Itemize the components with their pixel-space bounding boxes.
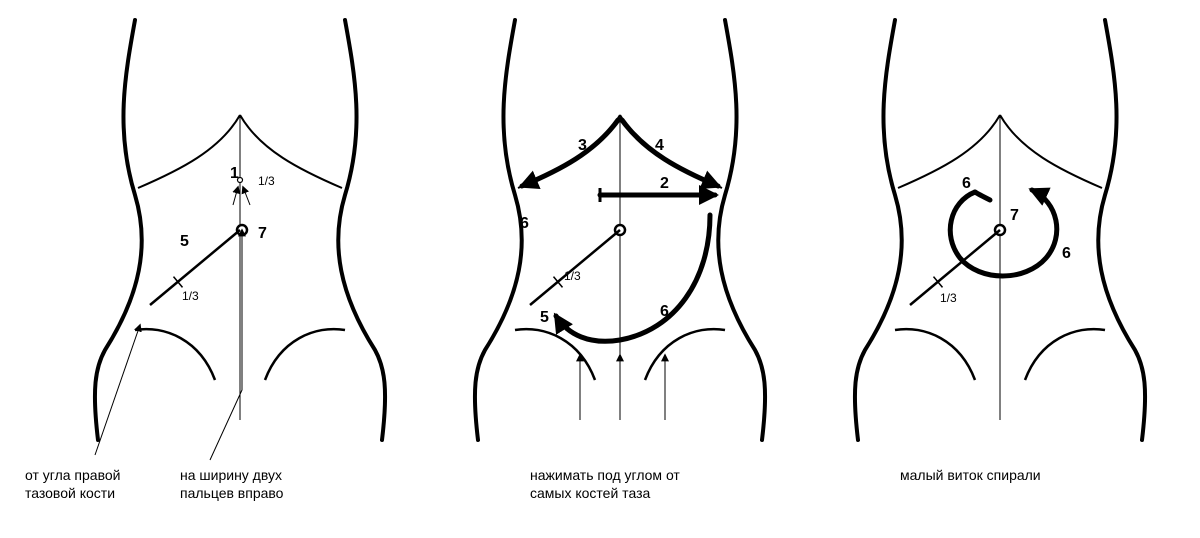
label-6a: 6 (962, 175, 971, 192)
ab-crease-right (1000, 115, 1102, 188)
label-6b: 6 (660, 303, 669, 320)
callout-arrow (95, 325, 140, 455)
label-6b: 6 (1062, 245, 1071, 262)
tiny-arrow (233, 187, 238, 205)
line-diag (530, 230, 620, 305)
label-1-3: 1/3 (940, 291, 957, 305)
callout-arrow (210, 230, 242, 460)
panel-3: 7 1/3 6 6 малый виток спирали (855, 20, 1145, 483)
label-4: 4 (655, 137, 664, 154)
caption-p1-left-2: тазовой кости (25, 485, 115, 501)
diagram-canvas: 7 1 1/3 1/3 5 от угла правой тазовой кости на ш… (0, 0, 1200, 538)
groin-left (895, 329, 975, 380)
label-1-3: 1/3 (564, 269, 581, 283)
label-2: 2 (660, 175, 669, 192)
panel-2: 3 4 2 1/3 5 6 6 нажимать под углом от самых кост… (475, 20, 765, 501)
caption-p1-right-1: на ширину двух (180, 467, 282, 483)
ab-crease-left (898, 115, 1000, 188)
label-6a: 6 (520, 215, 529, 232)
ab-crease-right (620, 115, 722, 188)
caption-p2-1: нажимать под углом от (530, 467, 680, 483)
groin-right (645, 329, 725, 380)
spiral-tail (975, 192, 990, 200)
label-1-3-a: 1/3 (258, 174, 275, 188)
ab-crease-left (138, 115, 240, 188)
panel-1: 7 1 1/3 1/3 5 от угла правой тазовой кости на ш… (25, 20, 385, 501)
label-7: 7 (1010, 207, 1019, 224)
ab-crease-left (518, 115, 620, 188)
ab-crease-right (240, 115, 342, 188)
torso-right-outline (1098, 20, 1145, 440)
stroke-3 (522, 120, 618, 186)
torso-left-outline (475, 20, 522, 440)
caption-p2-2: самых костей таза (530, 485, 650, 501)
label-5: 5 (180, 233, 189, 250)
label-5: 5 (540, 309, 549, 326)
tiny-arrow (243, 187, 250, 205)
torso-right-outline (338, 20, 385, 440)
label-1: 1 (230, 165, 239, 182)
label-7: 7 (258, 225, 267, 242)
groin-right (265, 329, 345, 380)
label-3: 3 (578, 137, 587, 154)
torso-right-outline (718, 20, 765, 440)
caption-p1-left-1: от угла правой (25, 467, 120, 483)
groin-left (135, 329, 215, 380)
torso-left-outline (855, 20, 902, 440)
groin-right (1025, 329, 1105, 380)
caption-p1-right-2: пальцев вправо (180, 485, 284, 501)
torso-left-outline (95, 20, 142, 440)
label-1-3-b: 1/3 (182, 289, 199, 303)
caption-p3: малый виток спирали (900, 467, 1041, 483)
stroke-4 (622, 120, 718, 186)
